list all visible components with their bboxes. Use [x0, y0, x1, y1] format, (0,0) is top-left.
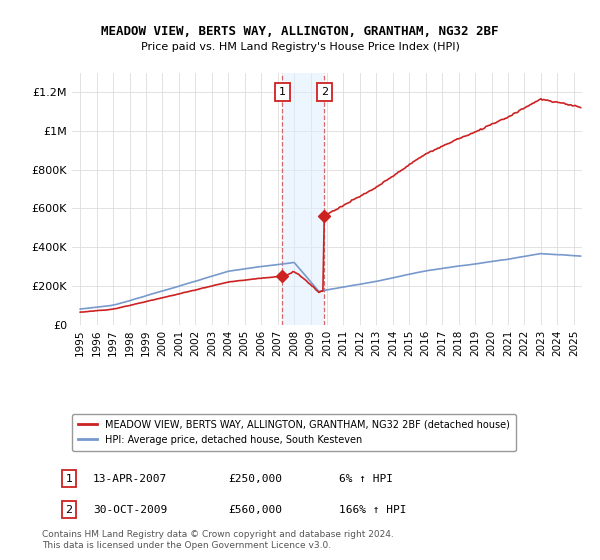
Text: 2: 2 — [65, 505, 73, 515]
Text: Contains HM Land Registry data © Crown copyright and database right 2024.: Contains HM Land Registry data © Crown c… — [42, 530, 394, 539]
Text: This data is licensed under the Open Government Licence v3.0.: This data is licensed under the Open Gov… — [42, 541, 331, 550]
Legend: MEADOW VIEW, BERTS WAY, ALLINGTON, GRANTHAM, NG32 2BF (detached house), HPI: Ave: MEADOW VIEW, BERTS WAY, ALLINGTON, GRANT… — [72, 414, 515, 451]
Text: 30-OCT-2009: 30-OCT-2009 — [93, 505, 167, 515]
Text: 2: 2 — [320, 87, 328, 97]
Text: £250,000: £250,000 — [228, 474, 282, 484]
Text: 13-APR-2007: 13-APR-2007 — [93, 474, 167, 484]
Text: 166% ↑ HPI: 166% ↑ HPI — [339, 505, 407, 515]
Text: 1: 1 — [279, 87, 286, 97]
Text: Price paid vs. HM Land Registry's House Price Index (HPI): Price paid vs. HM Land Registry's House … — [140, 42, 460, 52]
Text: 6% ↑ HPI: 6% ↑ HPI — [339, 474, 393, 484]
Bar — [282, 73, 324, 325]
Text: £560,000: £560,000 — [228, 505, 282, 515]
Text: MEADOW VIEW, BERTS WAY, ALLINGTON, GRANTHAM, NG32 2BF: MEADOW VIEW, BERTS WAY, ALLINGTON, GRANT… — [101, 25, 499, 38]
Text: 1: 1 — [65, 474, 73, 484]
